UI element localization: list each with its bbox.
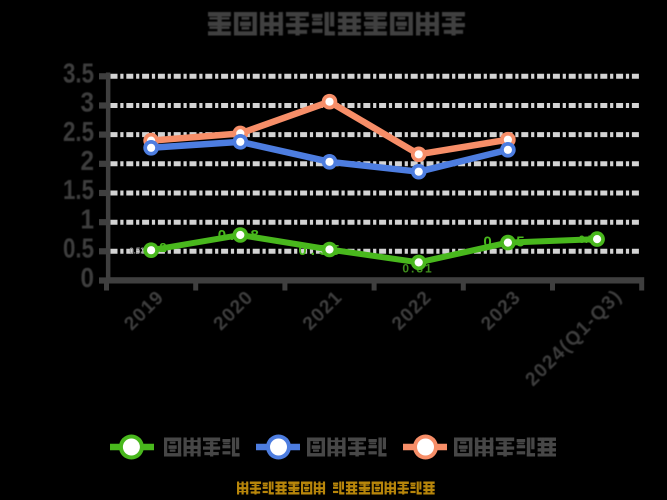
svg-text:1: 1: [81, 203, 95, 234]
svg-text:0.5: 0.5: [63, 233, 94, 264]
svg-text:0.52: 0.52: [129, 247, 145, 256]
svg-text:2: 2: [81, 145, 95, 176]
svg-text:0: 0: [81, 262, 95, 293]
svg-text:2.5: 2.5: [63, 116, 94, 147]
svg-text:1.5: 1.5: [63, 174, 94, 205]
svg-text:3.5: 3.5: [63, 58, 94, 89]
svg-text:3: 3: [81, 87, 95, 118]
